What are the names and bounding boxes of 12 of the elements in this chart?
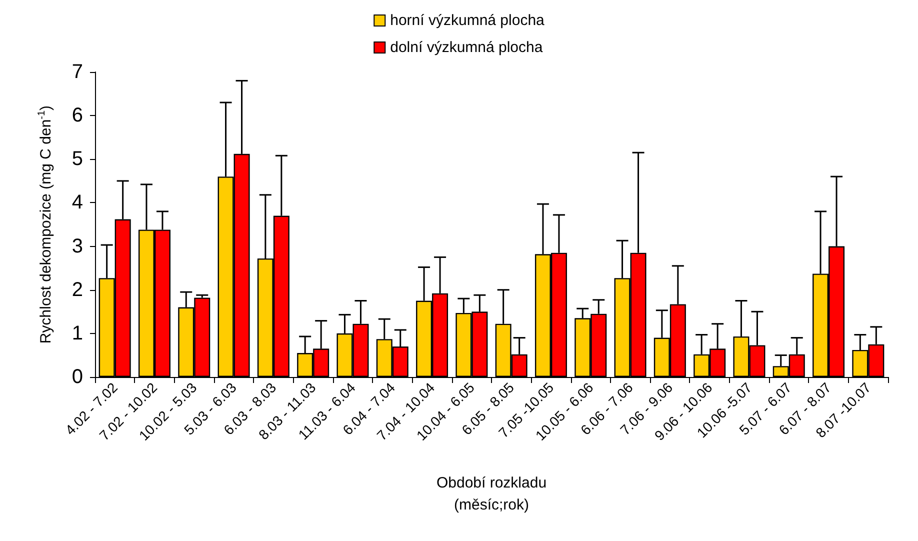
x-axis-title: Období rozkladu (měsíc;rok)	[436, 474, 547, 514]
legend-label: dolní výzkumná plocha	[390, 39, 544, 56]
y-tick-label: 1	[72, 322, 83, 344]
y-tick-label: 3	[72, 235, 83, 258]
y-tick-label: 4	[72, 192, 83, 214]
legend-label: horní výzkumná plocha	[390, 12, 546, 29]
y-tick-label: 6	[72, 104, 83, 127]
y-tick-label: 0	[72, 366, 83, 388]
y-tick-label: 2	[72, 278, 83, 301]
y-axis-title: Rychlost dekompozice (mg C den-1)	[36, 105, 54, 344]
y-tick-label: 5	[72, 148, 83, 170]
y-tick-label: 7	[72, 61, 83, 83]
